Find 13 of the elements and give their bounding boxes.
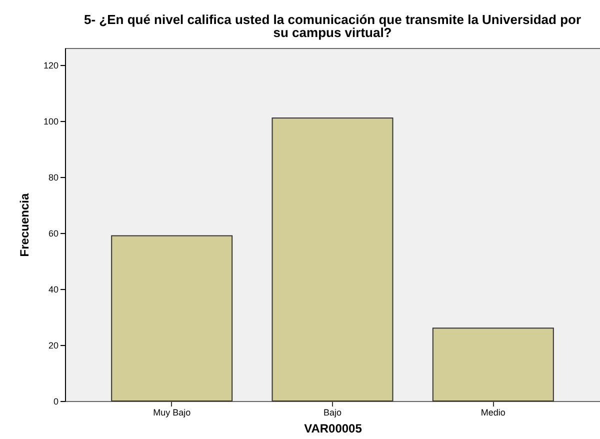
x-axis-title: VAR00005: [304, 422, 362, 436]
y-tick-label: 120: [43, 60, 58, 70]
y-tick-label: 40: [48, 284, 58, 294]
x-tick-label: Bajo: [323, 408, 342, 418]
y-tick-label: 0: [53, 396, 58, 406]
y-tick-label: 80: [48, 172, 58, 182]
y-tick-label: 20: [48, 340, 58, 350]
x-tick-label: Muy Bajo: [153, 408, 191, 418]
y-tick-label: 60: [48, 228, 58, 238]
chart-title: 5- ¿En qué nivel califica usted la comunicación que transmite la Universidad por su campus virtual?: [84, 12, 582, 40]
y-axis-title: Frecuencia: [17, 193, 32, 257]
y-tick-label: 100: [43, 116, 58, 126]
x-tick-label: Medio: [480, 408, 506, 418]
